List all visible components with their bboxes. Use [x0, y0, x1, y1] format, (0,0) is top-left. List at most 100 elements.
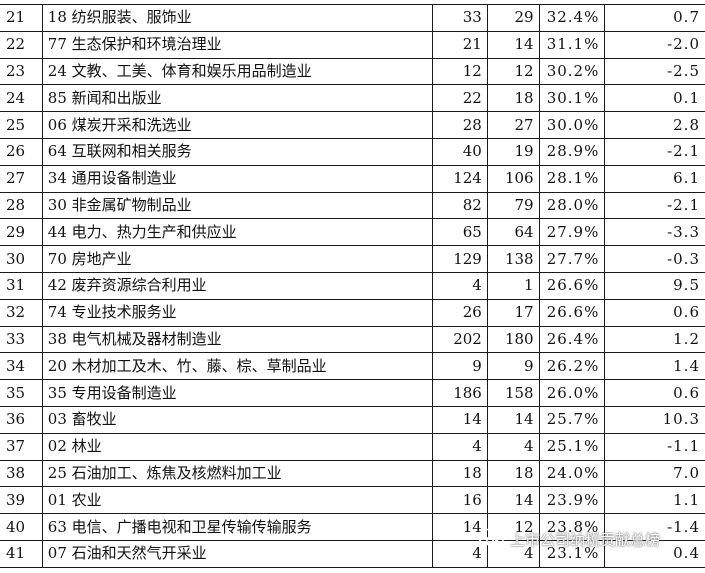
change-value: 9.5	[604, 271, 705, 300]
change-value: -2.5	[604, 57, 705, 86]
ratio-percent: 27.7%	[538, 245, 605, 273]
change-value: -2.1	[604, 137, 705, 166]
count-a: 129	[432, 245, 488, 273]
count-a: 33	[432, 4, 488, 32]
count-a: 14	[432, 405, 488, 434]
industry-name: 30 非金属矿物制品业	[41, 191, 433, 220]
ratio-percent: 25.1%	[538, 432, 605, 461]
industry-name: 07 石油和天然气开采业	[41, 539, 433, 568]
table-row: 32 74 专业技术服务业 26 17 26.6% 0.6	[0, 298, 705, 327]
industry-tax-table: 21 18 纺织服装、服饰业 33 29 32.4% 0.7 22 77 生态保护和环境治理业…	[0, 4, 705, 568]
table-row: 24 85 新闻和出版业 22 18 30.1% 0.1	[0, 84, 705, 113]
ratio-percent: 26.6%	[538, 271, 605, 300]
table-row: 26 64 互联网和相关服务 40 19 28.9% -2.1	[0, 137, 705, 166]
count-b: 29	[486, 4, 540, 32]
table-row: 27 34 通用设备制造业 124 106 28.1% 6.1	[0, 164, 705, 193]
row-index: 22	[0, 30, 43, 59]
table-row: 37 02 林业 4 4 25.1% -1.1	[0, 432, 705, 461]
change-value: 1.2	[604, 325, 705, 354]
table-row: 39 01 农业 16 14 23.9% 1.1	[0, 486, 705, 515]
row-index: 30	[0, 245, 43, 273]
industry-name: 77 生态保护和环境治理业	[41, 30, 433, 59]
count-b: 14	[486, 30, 540, 59]
industry-name: 74 专业技术服务业	[41, 298, 433, 327]
table-row: 35 35 专用设备制造业 186 158 26.0% 0.6	[0, 379, 705, 407]
change-value: -1.4	[604, 513, 705, 541]
row-index: 39	[0, 486, 43, 515]
table-row: 29 44 电力、热力生产和供应业 65 64 27.9% -3.3	[0, 218, 705, 247]
count-b: 14	[486, 405, 540, 434]
ratio-percent: 30.1%	[538, 84, 605, 113]
count-b: 180	[486, 325, 540, 354]
count-a: 21	[432, 30, 488, 59]
table-row: 31 42 废弃资源综合利用业 4 1 26.6% 9.5	[0, 271, 705, 300]
change-value: 2.8	[604, 111, 705, 139]
change-value: 10.3	[604, 405, 705, 434]
table-row: 22 77 生态保护和环境治理业 21 14 31.1% -2.0	[0, 30, 705, 59]
ratio-percent: 28.1%	[538, 164, 605, 193]
table-row: 28 30 非金属矿物制品业 82 79 28.0% -2.1	[0, 191, 705, 220]
industry-name: 01 农业	[41, 486, 433, 515]
count-b: 12	[486, 513, 540, 541]
count-b: 18	[486, 459, 540, 488]
row-index: 37	[0, 432, 43, 461]
count-a: 26	[432, 298, 488, 327]
row-index: 40	[0, 513, 43, 541]
table-row: 25 06 煤炭开采和洗选业 28 27 30.0% 2.8	[0, 111, 705, 139]
row-index: 34	[0, 352, 43, 381]
table-row: 33 38 电气机械及器材制造业 202 180 26.4% 1.2	[0, 325, 705, 354]
count-b: 138	[486, 245, 540, 273]
count-a: 40	[432, 137, 488, 166]
table-row: 41 07 石油和天然气开采业 4 4 23.1% 0.4	[0, 539, 705, 568]
row-index: 35	[0, 379, 43, 407]
count-b: 9	[486, 352, 540, 381]
count-b: 14	[486, 486, 540, 515]
industry-name: 03 畜牧业	[41, 405, 433, 434]
ratio-percent: 26.2%	[538, 352, 605, 381]
industry-name: 20 木材加工及木、竹、藤、棕、草制品业	[41, 352, 433, 381]
table-row: 30 70 房地产业 129 138 27.7% -0.3	[0, 245, 705, 273]
industry-name: 42 废弃资源综合利用业	[41, 271, 433, 300]
count-a: 28	[432, 111, 488, 139]
count-a: 202	[432, 325, 488, 354]
row-index: 33	[0, 325, 43, 354]
industry-name: 38 电气机械及器材制造业	[41, 325, 433, 354]
ratio-percent: 28.0%	[538, 191, 605, 220]
row-index: 32	[0, 298, 43, 327]
count-a: 9	[432, 352, 488, 381]
change-value: -3.3	[604, 218, 705, 247]
ratio-percent: 26.4%	[538, 325, 605, 354]
change-value: 6.1	[604, 164, 705, 193]
ratio-percent: 26.6%	[538, 298, 605, 327]
count-a: 124	[432, 164, 488, 193]
count-a: 16	[432, 486, 488, 515]
row-index: 31	[0, 271, 43, 300]
row-index: 36	[0, 405, 43, 434]
ratio-percent: 31.1%	[538, 30, 605, 59]
industry-name: 35 专用设备制造业	[41, 379, 433, 407]
count-b: 18	[486, 84, 540, 113]
row-index: 24	[0, 84, 43, 113]
count-a: 65	[432, 218, 488, 247]
industry-name: 44 电力、热力生产和供应业	[41, 218, 433, 247]
row-index: 23	[0, 57, 43, 86]
row-index: 21	[0, 4, 43, 32]
industry-name: 64 互联网和相关服务	[41, 137, 433, 166]
table-row: 40 63 电信、广播电视和卫星传输传输服务 14 12 23.8% -1.4	[0, 513, 705, 541]
change-value: -1.1	[604, 432, 705, 461]
industry-name: 85 新闻和出版业	[41, 84, 433, 113]
count-a: 18	[432, 459, 488, 488]
change-value: -2.1	[604, 191, 705, 220]
count-b: 4	[486, 539, 540, 568]
count-b: 12	[486, 57, 540, 86]
change-value: 0.6	[604, 379, 705, 407]
row-index: 41	[0, 539, 43, 568]
ratio-percent: 27.9%	[538, 218, 605, 247]
change-value: -0.3	[604, 245, 705, 273]
industry-name: 06 煤炭开采和洗选业	[41, 111, 433, 139]
ratio-percent: 23.8%	[538, 513, 605, 541]
count-b: 79	[486, 191, 540, 220]
table-row: 34 20 木材加工及木、竹、藤、棕、草制品业 9 9 26.2% 1.4	[0, 352, 705, 381]
table-row: 21 18 纺织服装、服饰业 33 29 32.4% 0.7	[0, 4, 705, 32]
change-value: 0.1	[604, 84, 705, 113]
